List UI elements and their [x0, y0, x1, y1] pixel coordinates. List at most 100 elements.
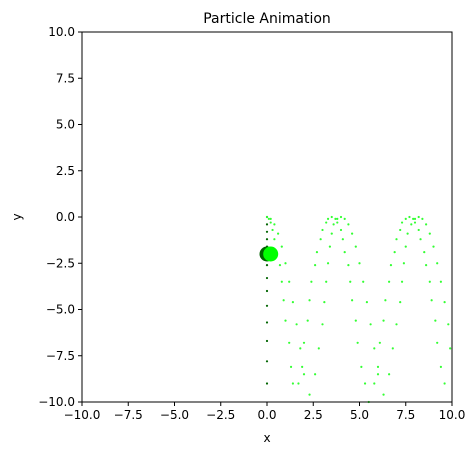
- particle-point-series-1: [289, 365, 293, 368]
- particle-point-series-1: [310, 280, 313, 283]
- particle-point-series-2: [314, 373, 317, 376]
- particle-point-series-1: [443, 382, 446, 385]
- particle-point-series-2: [436, 262, 439, 265]
- particle-point-series-1: [265, 215, 269, 219]
- x-tick-label: 5.0: [350, 408, 369, 422]
- particle-point-series-1: [326, 217, 330, 220]
- particle-point-series-2: [299, 347, 302, 350]
- y-tick-label: 7.5: [56, 71, 75, 85]
- x-tick-label: −5.0: [160, 408, 189, 422]
- particle-point-series-1: [291, 382, 294, 385]
- y-axis-ticks: −10.0 −7.5 −5.0 −2.5 0.0 2.5 5.0 7.5 10.0: [38, 25, 82, 409]
- particle-point-series-1: [302, 341, 306, 344]
- particle-point-series-1: [297, 382, 300, 385]
- particle-point-series-2: [302, 373, 306, 376]
- particle-point-series-2: [369, 323, 372, 326]
- particle-point-series-1: [354, 319, 357, 322]
- particle-point-series-2: [277, 232, 280, 235]
- particle-point-series-2: [317, 347, 320, 350]
- particle-point-series-1: [417, 228, 420, 232]
- y-tick-label: 2.5: [56, 164, 75, 178]
- particle-point-series-1: [330, 215, 333, 219]
- particle-point-series-1: [436, 341, 439, 344]
- particle-point-series-1: [384, 299, 387, 302]
- particle-point-series-2: [413, 217, 417, 220]
- particle-point-series-2: [421, 217, 424, 220]
- particle-point-series-1: [351, 299, 354, 302]
- x-tick-label: −2.5: [206, 408, 235, 422]
- particle-point-series-2: [399, 301, 402, 304]
- particle-point-series-1: [373, 382, 376, 385]
- particle-point-series-1: [356, 341, 359, 344]
- particle-point-series-1: [434, 319, 437, 322]
- particle-point-series-2: [284, 262, 287, 265]
- y-tick-label: 5.0: [56, 118, 75, 132]
- particle-point-series-2: [406, 232, 409, 235]
- particle-point-series-2: [288, 280, 291, 283]
- x-tick-label: −10.0: [64, 408, 101, 422]
- particle-point-series-0: [265, 264, 269, 267]
- particle-point-series-1: [389, 264, 393, 267]
- particle-point-series-1: [382, 319, 385, 322]
- x-tick-label: −7.5: [114, 408, 143, 422]
- particle-point-series-0: [265, 230, 269, 233]
- particle-point-series-1: [284, 319, 287, 322]
- particle-point-series-1: [301, 365, 304, 368]
- particle-point-series-1: [423, 251, 426, 254]
- particle-point-series-1: [308, 299, 311, 302]
- x-axis-ticks: −10.0 −7.5 −5.0 −2.5 0.0 2.5 5.0 7.5 10.0: [64, 402, 465, 422]
- particle-point-series-2: [417, 215, 420, 219]
- particle-point-series-2: [425, 223, 428, 226]
- particle-point-series-2: [328, 245, 331, 248]
- plot-points: [259, 215, 452, 404]
- particle-point-series-0: [265, 289, 269, 293]
- particle-point-series-2: [325, 280, 328, 283]
- x-axis-label: x: [263, 431, 270, 445]
- particle-point-series-2: [339, 215, 343, 219]
- particle-point-series-2: [402, 262, 405, 265]
- particle-point-series-2: [343, 217, 346, 220]
- particle-point-series-1: [325, 221, 328, 224]
- particle-point-series-2: [428, 232, 431, 235]
- particle-point-series-1: [267, 217, 270, 220]
- particle-point-series-1: [395, 238, 398, 241]
- particle-point-series-1: [404, 217, 407, 220]
- particle-point-series-1: [399, 228, 402, 232]
- particle-point-series-2: [376, 373, 380, 376]
- particle-point-series-0: [265, 304, 269, 307]
- particle-point-series-1: [419, 238, 422, 241]
- particle-point-series-2: [388, 373, 391, 376]
- x-tick-label: 7.5: [396, 408, 415, 422]
- particle-point-series-2: [362, 280, 365, 283]
- particle-point-series-1: [439, 365, 442, 368]
- particle-point-series-0: [265, 382, 269, 385]
- particle-point-series-1: [376, 365, 380, 368]
- particle-point-series-1: [347, 264, 350, 267]
- particle-point-series-1: [306, 319, 309, 322]
- particle-point-series-1: [400, 221, 404, 224]
- particle-point-series-2: [365, 301, 368, 304]
- particle-point-series-2: [358, 262, 361, 265]
- particle-point-series-1: [271, 228, 274, 232]
- particle-point-series-2: [391, 347, 394, 350]
- particle-point-series-0: [265, 339, 269, 343]
- particle-point-series-0: [265, 276, 269, 280]
- particle-point-series-2: [449, 347, 452, 350]
- particle-point-series-1: [315, 251, 319, 254]
- particle-point-series-2: [354, 245, 357, 248]
- y-tick-label: 10.0: [48, 25, 75, 39]
- particle-point-series-2: [295, 323, 298, 326]
- particle-point-series-1: [319, 238, 322, 241]
- particle-point-series-1: [273, 238, 276, 241]
- particle-point-series-2: [404, 245, 407, 248]
- particle-point-series-1: [269, 221, 272, 224]
- particle-point-series-2: [439, 280, 442, 283]
- particle-point-series-2: [273, 223, 276, 226]
- particle-point-series-2: [323, 301, 326, 304]
- y-axis-label: y: [10, 213, 24, 220]
- particle-point-series-1: [349, 280, 352, 283]
- particle-point-series-2: [432, 245, 435, 248]
- particle-point-series-1: [430, 299, 433, 302]
- particle-point-series-2: [330, 232, 333, 235]
